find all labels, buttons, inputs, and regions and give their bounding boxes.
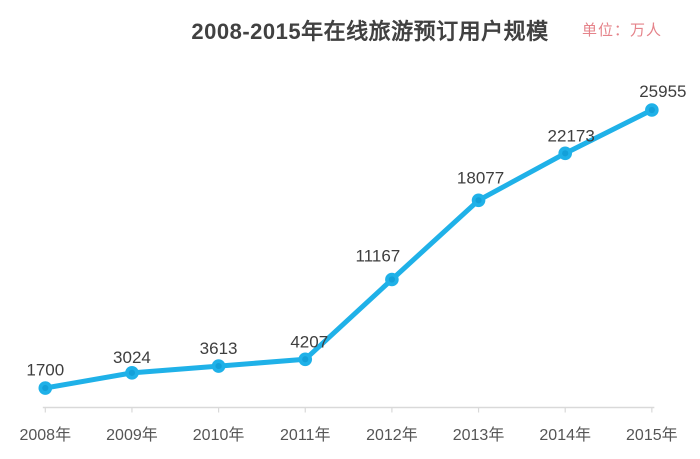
value-label: 11167 [356,247,401,266]
x-axis-label: 2011年 [280,426,330,444]
value-label: 22173 [548,126,595,145]
value-label: 25955 [639,82,686,101]
chart-title: 2008-2015年在线旅游预订用户规模 [191,19,549,44]
x-axis-label: 2012年 [366,426,418,444]
point-marker-core [42,384,49,392]
point-marker-core [215,362,222,370]
unit-label: 单位：万人 [581,22,662,39]
x-axis-label: 2008年 [19,426,71,444]
value-label: 3613 [200,339,238,358]
series-line [42,107,655,391]
x-axis-label: 2009年 [106,426,158,444]
value-label: 3024 [113,348,151,367]
x-axis-label: 2014年 [539,426,591,444]
x-axis-label: 2015年 [626,426,678,444]
value-label: 18077 [457,168,504,187]
value-label: 4207 [290,332,328,351]
point-marker-core [302,356,309,363]
point-marker-core [128,369,136,376]
point-marker-core [388,276,395,283]
value-label: 1700 [26,361,64,380]
x-axis-label: 2010年 [193,426,245,444]
x-axis-label: 2013年 [453,426,505,444]
point-marker-core [562,150,569,157]
point-marker-core [648,106,655,114]
point-marker-core [475,197,482,204]
